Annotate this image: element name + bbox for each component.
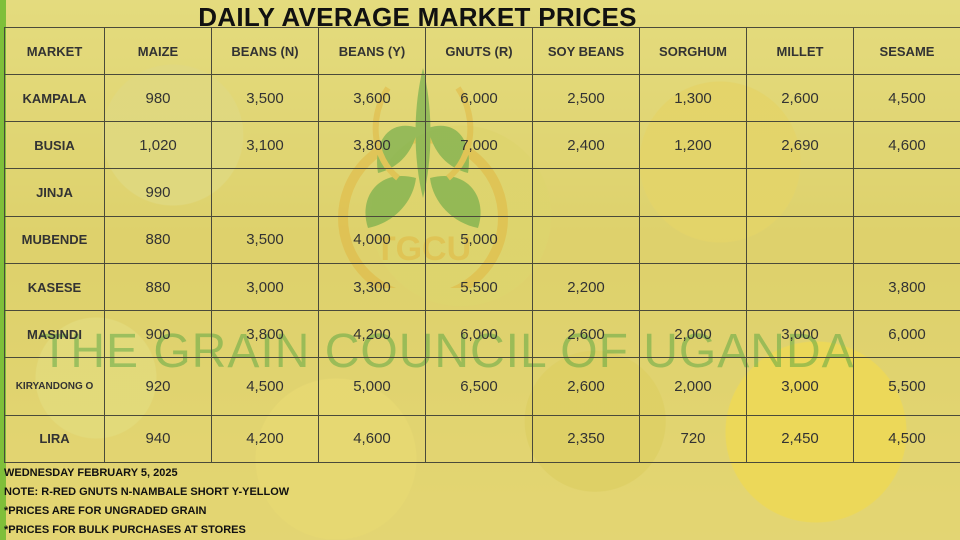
note-bulk: *PRICES FOR BULK PURCHASES AT STORES xyxy=(4,524,246,536)
price-cell: 900 xyxy=(104,310,212,359)
price-cell: 4,500 xyxy=(853,414,960,464)
price-cell: 5,000 xyxy=(425,215,533,264)
price-cell xyxy=(746,168,854,217)
price-cell: 6,500 xyxy=(425,357,533,416)
price-cell xyxy=(853,215,960,264)
price-cell: 7,000 xyxy=(425,121,533,170)
table-row: MASINDI 900 3,800 4,200 6,000 2,600 2,000 3,000… xyxy=(4,310,960,359)
price-cell: 2,400 xyxy=(532,121,640,170)
price-cell: 5,500 xyxy=(853,357,960,416)
table-row: KASESE 880 3,000 3,300 5,500 2,200 3,800 xyxy=(4,262,960,312)
price-cell: 3,000 xyxy=(746,310,854,359)
price-cell xyxy=(211,168,319,217)
price-cell: 4,200 xyxy=(318,310,426,359)
market-name-cell: KAMPALA xyxy=(4,73,105,123)
market-name-cell: KASESE xyxy=(4,262,105,312)
price-cell: 2,000 xyxy=(639,310,747,359)
price-cell xyxy=(425,414,533,464)
price-cell: 3,500 xyxy=(211,73,319,123)
price-cell: 2,450 xyxy=(746,414,854,464)
price-cell xyxy=(853,168,960,217)
market-name-cell: BUSIA xyxy=(4,121,105,170)
price-cell: 3,800 xyxy=(211,310,319,359)
price-cell: 3,600 xyxy=(318,73,426,123)
price-cell: 4,500 xyxy=(853,73,960,123)
price-cell: 3,800 xyxy=(853,262,960,312)
price-cell xyxy=(746,215,854,264)
price-cell: 2,200 xyxy=(532,262,640,312)
column-header: BEANS (Y) xyxy=(318,27,426,75)
price-cell xyxy=(532,215,640,264)
price-table: MARKET MAIZE BEANS (N) BEANS (Y) GNUTS (R) SO… xyxy=(4,27,960,464)
price-cell xyxy=(639,262,747,312)
table-row: JINJA 990 xyxy=(4,168,960,217)
column-header: GNUTS (R) xyxy=(425,27,533,75)
price-cell: 4,600 xyxy=(853,121,960,170)
price-cell: 1,300 xyxy=(639,73,747,123)
price-cell: 4,500 xyxy=(211,357,319,416)
price-cell xyxy=(639,168,747,217)
price-cell: 5,500 xyxy=(425,262,533,312)
price-cell: 880 xyxy=(104,262,212,312)
column-header: SOY BEANS xyxy=(532,27,640,75)
market-name-cell: MASINDI xyxy=(4,310,105,359)
price-cell: 990 xyxy=(104,168,212,217)
table-row: KIRYANDONG O 920 4,500 5,000 6,500 2,600 2,000… xyxy=(4,357,960,416)
column-header: MILLET xyxy=(746,27,854,75)
column-header: BEANS (N) xyxy=(211,27,319,75)
price-cell: 2,600 xyxy=(532,357,640,416)
price-cell: 2,600 xyxy=(746,73,854,123)
table-row: KAMPALA 980 3,500 3,600 6,000 2,500 1,300 2,600… xyxy=(4,73,960,123)
price-cell: 4,000 xyxy=(318,215,426,264)
price-cell: 880 xyxy=(104,215,212,264)
price-cell: 6,000 xyxy=(853,310,960,359)
report-date: WEDNESDAY FEBRUARY 5, 2025 xyxy=(4,467,178,479)
price-cell: 3,000 xyxy=(746,357,854,416)
column-header: SESAME xyxy=(853,27,960,75)
left-accent-strip xyxy=(0,0,6,540)
footer-notes: WEDNESDAY FEBRUARY 5, 2025 NOTE: R-RED G… xyxy=(4,464,604,540)
price-cell xyxy=(639,215,747,264)
price-cell: 940 xyxy=(104,414,212,464)
column-header: MARKET xyxy=(4,27,105,75)
price-cell: 2,350 xyxy=(532,414,640,464)
market-name-cell: JINJA xyxy=(4,168,105,217)
price-cell: 1,020 xyxy=(104,121,212,170)
market-name-cell: LIRA xyxy=(4,414,105,464)
price-cell: 3,500 xyxy=(211,215,319,264)
price-cell: 2,000 xyxy=(639,357,747,416)
price-cell: 2,600 xyxy=(532,310,640,359)
table-row: MUBENDE 880 3,500 4,000 5,000 xyxy=(4,215,960,264)
column-header: SORGHUM xyxy=(639,27,747,75)
price-cell xyxy=(425,168,533,217)
table-row: LIRA 940 4,200 4,600 2,350 720 2,450 4,500 xyxy=(4,414,960,464)
price-cell xyxy=(318,168,426,217)
price-cell: 920 xyxy=(104,357,212,416)
price-cell: 3,300 xyxy=(318,262,426,312)
note-legend: NOTE: R-RED GNUTS N-NAMBALE SHORT Y-YELL… xyxy=(4,486,290,498)
price-cell: 4,600 xyxy=(318,414,426,464)
market-name-cell: KIRYANDONG O xyxy=(4,357,105,416)
price-cell: 3,100 xyxy=(211,121,319,170)
price-cell: 5,000 xyxy=(318,357,426,416)
price-cell xyxy=(746,262,854,312)
price-cell: 980 xyxy=(104,73,212,123)
table-header-row: MARKET MAIZE BEANS (N) BEANS (Y) GNUTS (R) SO… xyxy=(4,27,960,75)
market-name-cell: MUBENDE xyxy=(4,215,105,264)
note-ungraded: *PRICES ARE FOR UNGRADED GRAIN xyxy=(4,505,207,517)
table-row: BUSIA 1,020 3,100 3,800 7,000 2,400 1,200 2,690… xyxy=(4,121,960,170)
price-cell: 4,200 xyxy=(211,414,319,464)
price-cell: 6,000 xyxy=(425,310,533,359)
price-cell: 2,690 xyxy=(746,121,854,170)
price-cell: 1,200 xyxy=(639,121,747,170)
price-cell: 2,500 xyxy=(532,73,640,123)
price-cell xyxy=(532,168,640,217)
price-cell: 3,800 xyxy=(318,121,426,170)
price-cell: 3,000 xyxy=(211,262,319,312)
column-header: MAIZE xyxy=(104,27,212,75)
price-cell: 720 xyxy=(639,414,747,464)
price-cell: 6,000 xyxy=(425,73,533,123)
